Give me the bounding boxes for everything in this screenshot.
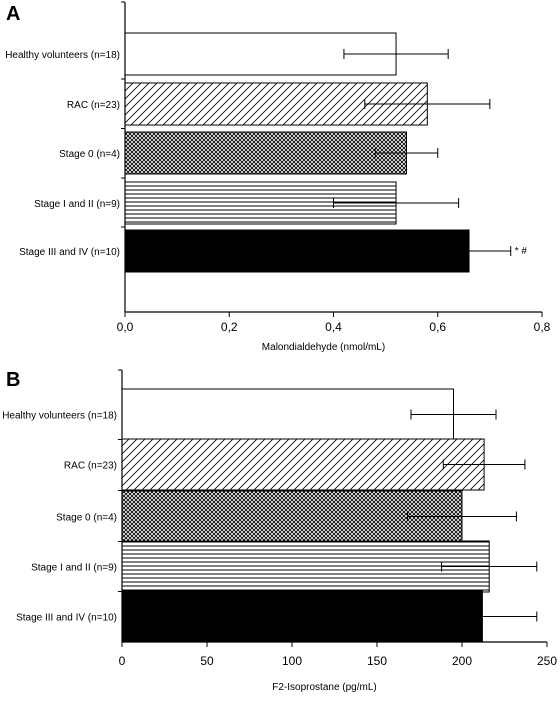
- category-label-3: Stage 0 (n=4): [56, 513, 117, 524]
- x-axis-title: Malondialdehyde (nmol/mL): [262, 342, 385, 353]
- x-tick-label-5: 0,8: [534, 320, 551, 334]
- category-label-1: Healthy volunteers (n=18): [2, 411, 117, 422]
- x-tick-label-1: 0: [119, 654, 126, 668]
- x-tick-label-4: 0,6: [429, 320, 446, 334]
- x-tick-label-2: 50: [200, 654, 214, 668]
- x-tick-label-3: 0,4: [325, 320, 342, 334]
- x-tick-label-6: 250: [537, 654, 557, 668]
- panel-a: A Healthy volunteers (n=18) RAC (n=23) Sta…: [5, 1, 551, 353]
- bar-2: [121, 438, 485, 491]
- bar-1: [121, 388, 454, 441]
- panel-b: B Healthy volunteers (n=18) RAC (n=23) Sta…: [2, 369, 557, 693]
- category-label-4: Stage I and II (n=9): [34, 199, 120, 210]
- category-label-2: RAC (n=23): [64, 461, 117, 472]
- x-tick-label-2: 0,2: [221, 320, 238, 334]
- bar-5: [124, 229, 470, 273]
- x-tick-label-1: 0,0: [117, 320, 134, 334]
- x-tick-label-3: 100: [282, 654, 302, 668]
- panel-letter-a: A: [6, 3, 20, 25]
- category-label-5: Stage III and IV (n=10): [16, 613, 117, 624]
- panel-letter-b: B: [6, 369, 20, 391]
- bar-3: [121, 490, 463, 543]
- significance-annotation-1: * #: [515, 246, 528, 257]
- category-label-5: Stage III and IV (n=10): [19, 247, 120, 258]
- x-axis-title: F2-Isoprostane (pg/mL): [272, 682, 377, 693]
- category-label-3: Stage 0 (n=4): [59, 149, 120, 160]
- x-tick-label-5: 200: [452, 654, 472, 668]
- bar-5: [121, 590, 483, 643]
- bar-4: [121, 540, 490, 593]
- x-tick-label-4: 150: [367, 654, 387, 668]
- category-label-4: Stage I and II (n=9): [31, 563, 117, 574]
- category-label-2: RAC (n=23): [67, 100, 120, 111]
- bar-3: [124, 131, 407, 175]
- category-label-1: Healthy volunteers (n=18): [5, 50, 120, 61]
